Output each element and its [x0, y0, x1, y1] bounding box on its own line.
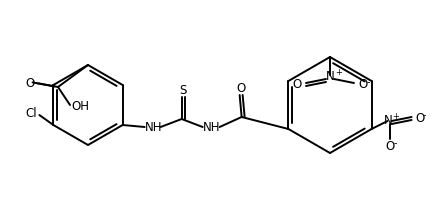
Text: Cl: Cl	[26, 107, 37, 119]
Text: O: O	[385, 140, 394, 153]
Text: NH: NH	[145, 121, 162, 133]
Text: N: N	[325, 70, 334, 82]
Text: N: N	[384, 114, 393, 126]
Text: O: O	[415, 112, 424, 125]
Text: O: O	[26, 77, 35, 90]
Text: OH: OH	[71, 99, 89, 112]
Text: -: -	[423, 110, 426, 120]
Text: S: S	[179, 83, 187, 97]
Text: NH: NH	[203, 121, 220, 133]
Text: -: -	[366, 77, 370, 87]
Text: +: +	[392, 111, 400, 121]
Text: -: -	[394, 138, 397, 148]
Text: +: +	[335, 68, 342, 77]
Text: O: O	[359, 78, 368, 91]
Text: O: O	[292, 78, 302, 91]
Text: O: O	[236, 82, 246, 94]
